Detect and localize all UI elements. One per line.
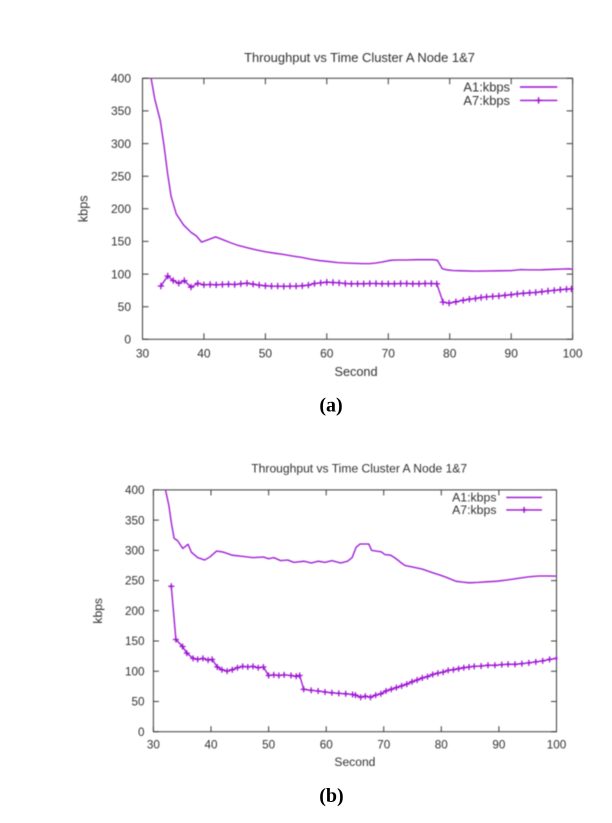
svg-text:A1:kbps: A1:kbps xyxy=(452,491,496,505)
svg-text:Second: Second xyxy=(334,755,375,769)
svg-text:50: 50 xyxy=(262,739,276,752)
svg-text:90: 90 xyxy=(492,739,506,752)
svg-text:250: 250 xyxy=(111,169,131,183)
svg-text:60: 60 xyxy=(320,739,334,752)
svg-text:100: 100 xyxy=(125,665,145,678)
svg-text:300: 300 xyxy=(111,137,131,151)
svg-text:100: 100 xyxy=(111,267,131,281)
svg-text:90: 90 xyxy=(505,346,519,360)
svg-text:150: 150 xyxy=(111,235,131,249)
svg-text:150: 150 xyxy=(125,635,145,648)
svg-text:80: 80 xyxy=(435,739,449,752)
svg-text:200: 200 xyxy=(111,202,131,216)
svg-text:70: 70 xyxy=(382,346,396,360)
svg-text:350: 350 xyxy=(111,104,131,118)
svg-text:A1:kbps: A1:kbps xyxy=(463,79,510,94)
svg-text:350: 350 xyxy=(125,514,145,527)
svg-text:0: 0 xyxy=(138,726,145,739)
svg-text:70: 70 xyxy=(377,739,391,752)
svg-text:250: 250 xyxy=(125,575,145,588)
svg-text:100: 100 xyxy=(563,346,583,360)
svg-text:30: 30 xyxy=(147,739,161,752)
svg-text:300: 300 xyxy=(125,545,145,558)
svg-text:Throughput vs Time Cluster A N: Throughput vs Time Cluster A Node 1&7 xyxy=(251,461,467,475)
svg-text:60: 60 xyxy=(320,346,334,360)
svg-text:200: 200 xyxy=(125,605,145,618)
svg-text:(b): (b) xyxy=(319,785,343,807)
svg-text:30: 30 xyxy=(136,346,150,360)
svg-text:50: 50 xyxy=(131,696,145,709)
svg-text:A7:kbps: A7:kbps xyxy=(463,93,510,108)
svg-text:400: 400 xyxy=(111,72,131,86)
svg-text:40: 40 xyxy=(204,739,218,752)
svg-text:50: 50 xyxy=(118,300,132,314)
svg-text:40: 40 xyxy=(197,346,211,360)
svg-text:Throughput vs Time Cluster A N: Throughput vs Time Cluster A Node 1&7 xyxy=(244,50,475,65)
svg-text:0: 0 xyxy=(124,333,131,347)
svg-text:Second: Second xyxy=(334,365,377,379)
svg-text:50: 50 xyxy=(259,346,273,360)
svg-text:80: 80 xyxy=(443,346,457,360)
svg-text:A7:kbps: A7:kbps xyxy=(452,503,496,517)
svg-text:400: 400 xyxy=(125,484,145,497)
svg-text:100: 100 xyxy=(547,739,567,752)
svg-text:(a): (a) xyxy=(319,394,342,416)
svg-text:kbps: kbps xyxy=(77,195,91,222)
svg-text:kbps: kbps xyxy=(91,598,105,624)
